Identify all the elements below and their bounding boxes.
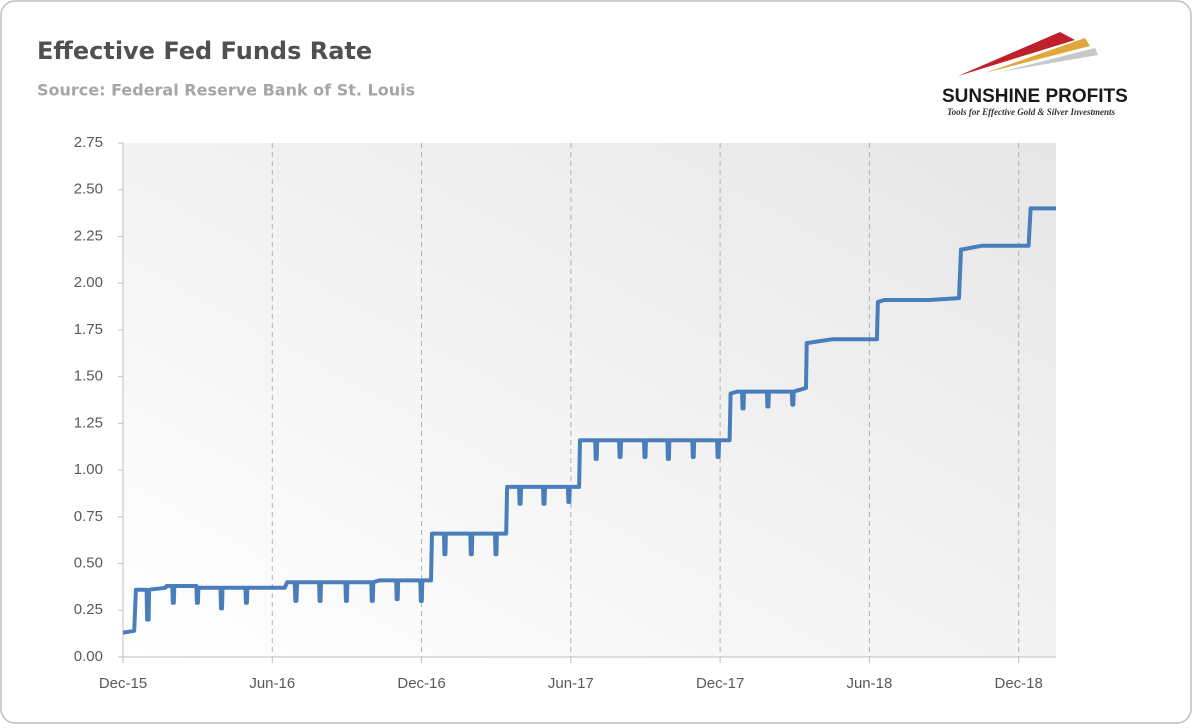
plot-area bbox=[123, 143, 1056, 657]
y-tick-label: 1.25 bbox=[74, 414, 103, 431]
x-tick-label: Dec-16 bbox=[397, 675, 445, 692]
y-tick-label: 0.50 bbox=[74, 555, 103, 572]
y-tick-label: 0.25 bbox=[74, 601, 103, 618]
chart-title: Effective Fed Funds Rate bbox=[37, 37, 372, 65]
x-tick-label: Jun-16 bbox=[249, 675, 295, 692]
brand: SUNSHINE PROFITS bbox=[942, 86, 1128, 107]
tagline: Tools for Effective Gold & Silver Invest… bbox=[947, 107, 1115, 117]
chart-subtitle: Source: Federal Reserve Bank of St. Loui… bbox=[37, 81, 415, 100]
x-tick-label: Jun-17 bbox=[548, 675, 594, 692]
line bbox=[122, 206, 1056, 635]
y-tick-label: 2.25 bbox=[74, 227, 103, 244]
y-tick-label: 2.75 bbox=[74, 134, 103, 151]
x-tick-label: Jun-18 bbox=[846, 675, 892, 692]
x-tick-label: Dec-18 bbox=[995, 675, 1043, 692]
y-tick-label: 1.75 bbox=[74, 321, 103, 338]
y-tick-label: 1.50 bbox=[74, 368, 103, 385]
y-tick-label: 0.75 bbox=[74, 508, 103, 525]
y-tick-label: 1.00 bbox=[74, 461, 103, 478]
x-tick-label: Dec-17 bbox=[696, 675, 744, 692]
y-tick-label: 0.00 bbox=[74, 648, 103, 665]
y-tick-label: 2.00 bbox=[74, 274, 103, 291]
logo: SUNSHINE PROFITS Tools for Effective Gol… bbox=[942, 32, 1128, 117]
y-tick-label: 2.50 bbox=[74, 181, 103, 198]
x-tick-label: Dec-15 bbox=[99, 675, 147, 692]
